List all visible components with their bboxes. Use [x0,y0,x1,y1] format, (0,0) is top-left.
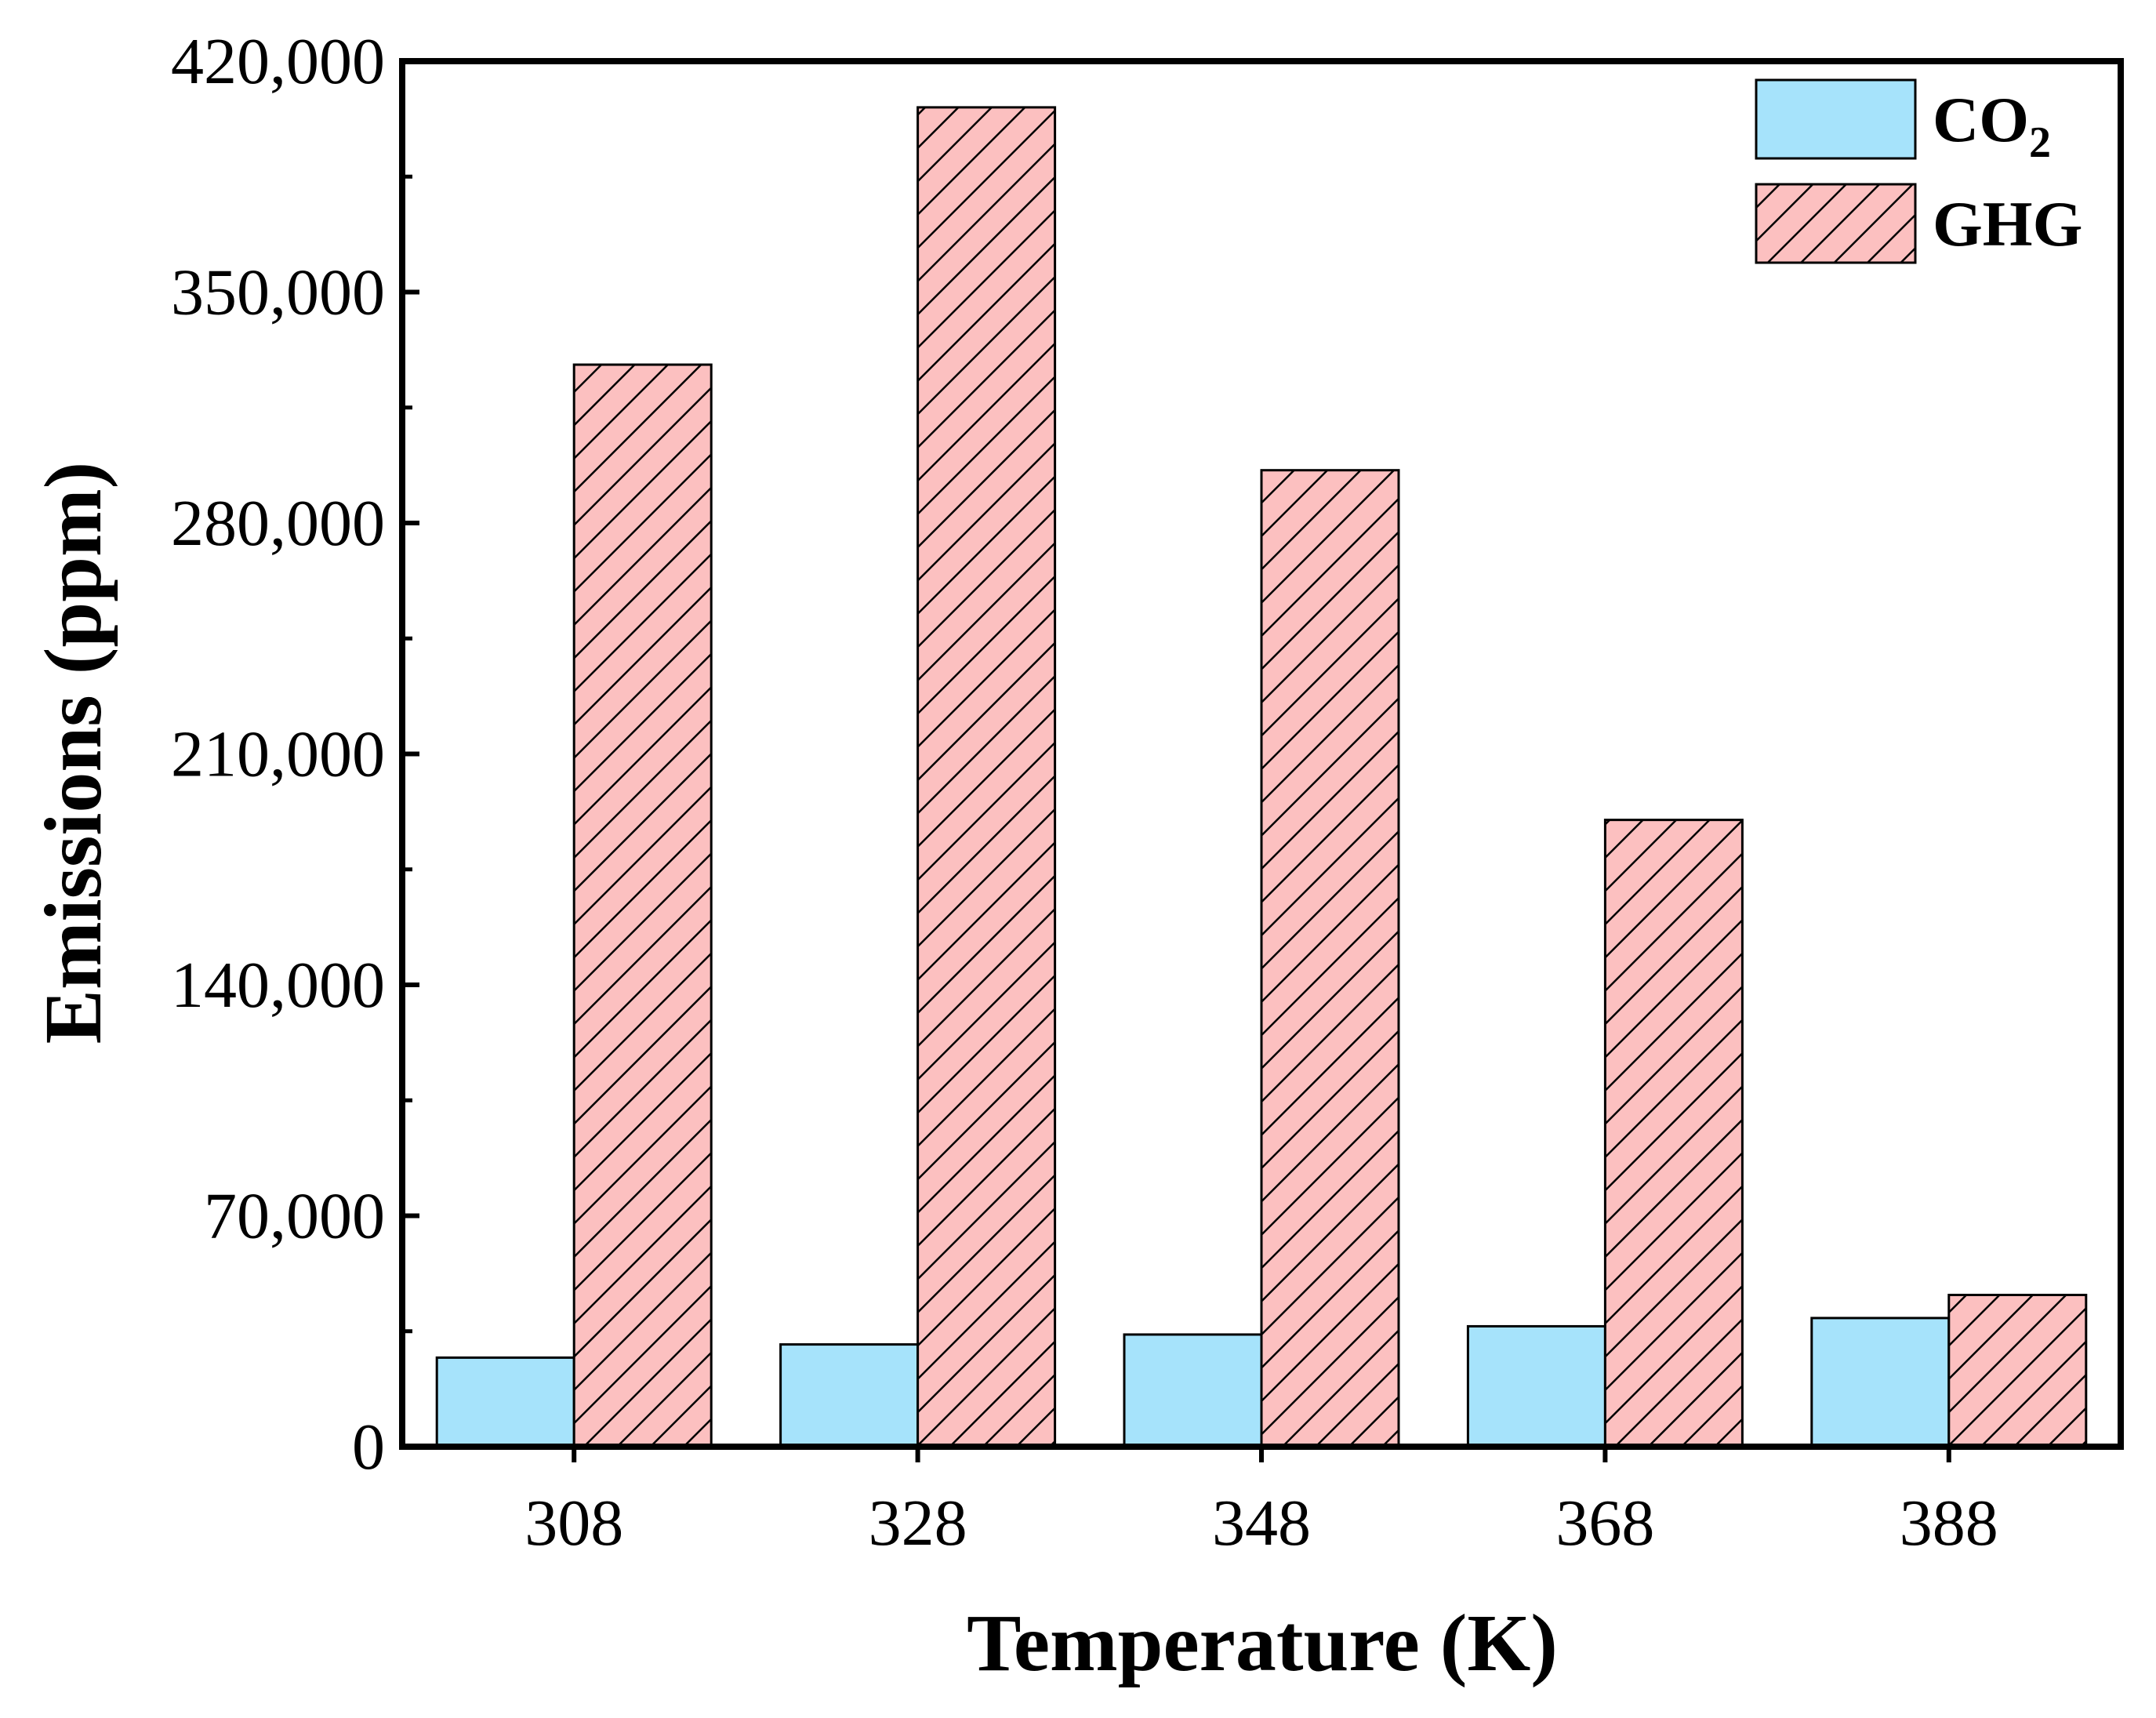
legend-swatch-ghg [1755,183,1917,264]
y-axis-title: Emissions (ppm) [28,462,118,1044]
x-axis-title: Temperature (K) [967,1598,1558,1688]
x-tick-label: 348 [1212,1487,1311,1560]
bar-co2-388 [1810,1317,1951,1448]
y-tick-label: 70,000 [204,1180,385,1253]
bar-ghg-308 [572,363,713,1448]
legend: CO2 GHG [1755,78,2082,264]
y-tick-label: 280,000 [171,487,385,560]
x-tick-label: 308 [524,1487,623,1560]
bar-co2-308 [435,1356,575,1448]
x-tick-label: 388 [1900,1487,1998,1560]
y-tick-label: 420,000 [171,25,385,98]
x-tick-label: 368 [1555,1487,1654,1560]
legend-label-ghg: GHG [1933,188,2082,260]
bars-group [435,106,2088,1448]
y-tick-label: 140,000 [171,949,385,1022]
bar-co2-328 [779,1343,920,1448]
bar-ghg-328 [916,106,1057,1448]
legend-label-co2: CO2 [1933,84,2051,167]
y-tick-label: 350,000 [171,256,385,329]
y-tick-label: 210,000 [171,718,385,791]
bar-ghg-388 [1947,1293,2088,1448]
bar-co2-368 [1466,1324,1606,1448]
x-axis: 308 328 348 368 388 [524,1447,1998,1560]
x-tick-label: 328 [869,1487,967,1560]
bar-ghg-348 [1260,469,1400,1448]
bar-ghg-368 [1603,819,1744,1448]
bar-co2-348 [1123,1333,1263,1448]
legend-swatch-co2 [1755,78,1917,160]
y-axis: 0 70,000 140,000 210,000 280,000 350,000 420,0… [171,25,419,1484]
y-tick-label: 0 [352,1411,385,1484]
